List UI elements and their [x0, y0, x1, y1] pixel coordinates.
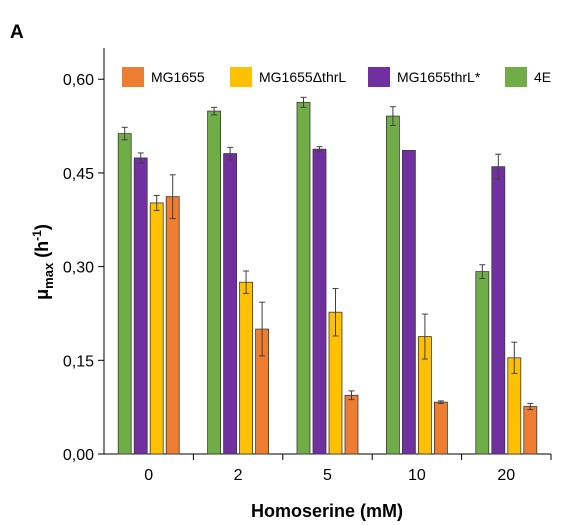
legend-label: MG1655thrL*: [397, 69, 481, 85]
bar: [239, 281, 254, 455]
bar: [117, 133, 132, 455]
y-axis-title-close: ): [32, 224, 52, 230]
y-axis-title-sup: -1: [30, 230, 44, 241]
bar: [401, 150, 416, 455]
bar: [475, 271, 490, 455]
bar: [385, 115, 400, 455]
legend-swatch: [505, 67, 527, 87]
y-tick-label: 0,45: [63, 166, 94, 183]
x-tick-label: 10: [408, 467, 426, 484]
x-axis-title: Homoserine (mM): [251, 501, 403, 521]
bar: [223, 153, 238, 455]
legend-swatch: [122, 67, 144, 87]
bar: [133, 157, 148, 455]
y-axis-title: μmax (h-1): [30, 224, 56, 300]
y-tick-label: 0,00: [63, 447, 94, 464]
y-axis-title-rest: (h: [32, 241, 52, 263]
x-tick-label: 2: [234, 467, 243, 484]
bar: [344, 394, 359, 455]
y-tick-label: 0,15: [63, 353, 94, 370]
legend-swatch: [368, 67, 390, 87]
x-tick-label: 20: [497, 467, 515, 484]
bar: [312, 148, 327, 455]
y-tick-label: 0,60: [63, 72, 94, 89]
bar: [165, 196, 180, 455]
bar: [149, 202, 164, 455]
legend-swatch: [230, 67, 252, 87]
bar: [296, 101, 311, 455]
legend-label: 4E: [534, 69, 551, 85]
bar: [491, 166, 506, 455]
y-axis-title-sub: max: [41, 262, 56, 289]
bar: [523, 406, 538, 455]
y-axis-title-main: μ: [32, 289, 52, 300]
legend-label: MG1655ΔthrL: [259, 69, 346, 85]
legend: MG1655 MG1655ΔthrL MG1655thrL* 4E: [122, 67, 551, 87]
panel-label: A: [10, 22, 24, 43]
bar: [433, 401, 448, 455]
x-tick-label: 5: [323, 467, 332, 484]
x-tick-label: 0: [144, 467, 153, 484]
legend-label: MG1655: [151, 69, 205, 85]
plot-area: 0,00 0,15 0,30 0,45 0,60 0 2 5 10 20: [63, 48, 552, 484]
bar: [207, 110, 222, 455]
y-tick-label: 0,30: [63, 260, 94, 277]
